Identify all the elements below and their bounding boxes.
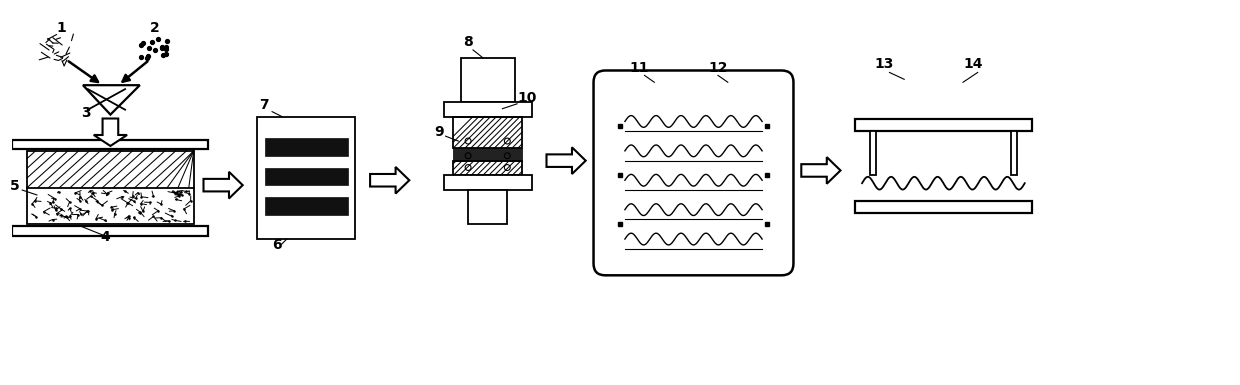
FancyBboxPatch shape (258, 117, 356, 239)
Text: 10: 10 (517, 91, 537, 105)
FancyBboxPatch shape (12, 226, 208, 236)
Text: 11: 11 (630, 62, 650, 75)
Text: 4: 4 (100, 230, 110, 244)
FancyBboxPatch shape (454, 148, 522, 161)
FancyBboxPatch shape (265, 197, 347, 214)
Text: 14: 14 (963, 57, 982, 70)
Text: 12: 12 (708, 62, 728, 75)
FancyBboxPatch shape (265, 167, 347, 185)
Polygon shape (370, 167, 409, 194)
Text: 3: 3 (81, 105, 91, 120)
FancyBboxPatch shape (12, 140, 208, 149)
Text: 8: 8 (464, 35, 472, 49)
FancyBboxPatch shape (856, 201, 1032, 213)
Text: 2: 2 (150, 20, 160, 35)
Polygon shape (83, 85, 140, 115)
FancyBboxPatch shape (467, 190, 507, 224)
FancyBboxPatch shape (870, 131, 875, 175)
Polygon shape (801, 157, 841, 184)
FancyBboxPatch shape (594, 70, 794, 275)
Polygon shape (94, 119, 126, 146)
Text: 9: 9 (434, 125, 444, 139)
Text: 7: 7 (259, 98, 269, 112)
FancyBboxPatch shape (265, 138, 347, 156)
Text: 6: 6 (272, 238, 281, 252)
FancyBboxPatch shape (444, 175, 532, 190)
Polygon shape (547, 147, 585, 174)
Polygon shape (203, 172, 243, 199)
FancyBboxPatch shape (856, 119, 1032, 131)
FancyBboxPatch shape (27, 151, 193, 224)
FancyBboxPatch shape (461, 58, 515, 102)
Text: 1: 1 (57, 20, 66, 35)
FancyBboxPatch shape (444, 102, 532, 117)
FancyBboxPatch shape (1011, 131, 1017, 175)
Text: 5: 5 (10, 179, 20, 193)
Text: 13: 13 (874, 57, 894, 70)
